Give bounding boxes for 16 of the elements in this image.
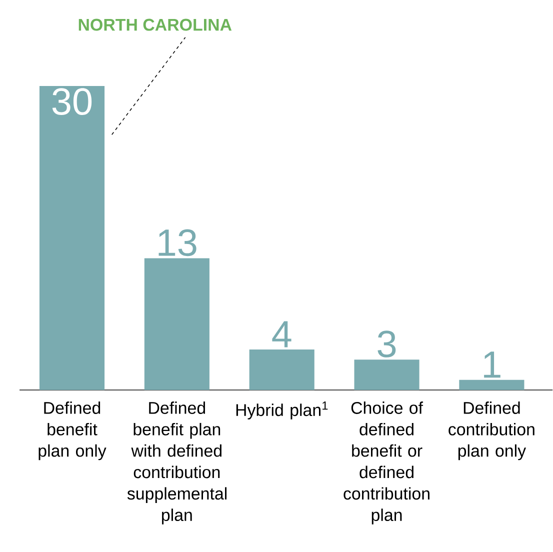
- x-tick-label: Defined benefit plan only: [38, 402, 106, 460]
- x-tick-label: Hybrid plan$^{1}$: [236, 402, 328, 420]
- data-label: 1: [484, 352, 500, 378]
- bar: [39, 86, 105, 390]
- x-tick-label: Choice of defined benefit or defined contribution plan: [344, 402, 430, 524]
- bar: [249, 349, 314, 390]
- data-label: 30: [52, 88, 92, 115]
- data-label: 4: [272, 321, 292, 348]
- bar: [459, 380, 524, 390]
- bar: [354, 360, 420, 390]
- text: NORTH CAROLINA: [78, 18, 232, 31]
- data-label: 13: [158, 229, 196, 256]
- x-tick-label: Defined benefit plan with defined contribution supplemental plan: [127, 402, 227, 524]
- bar: [144, 258, 210, 390]
- x-tick-label: Defined contribution plan only: [448, 402, 534, 460]
- data-label: 3: [378, 330, 396, 358]
